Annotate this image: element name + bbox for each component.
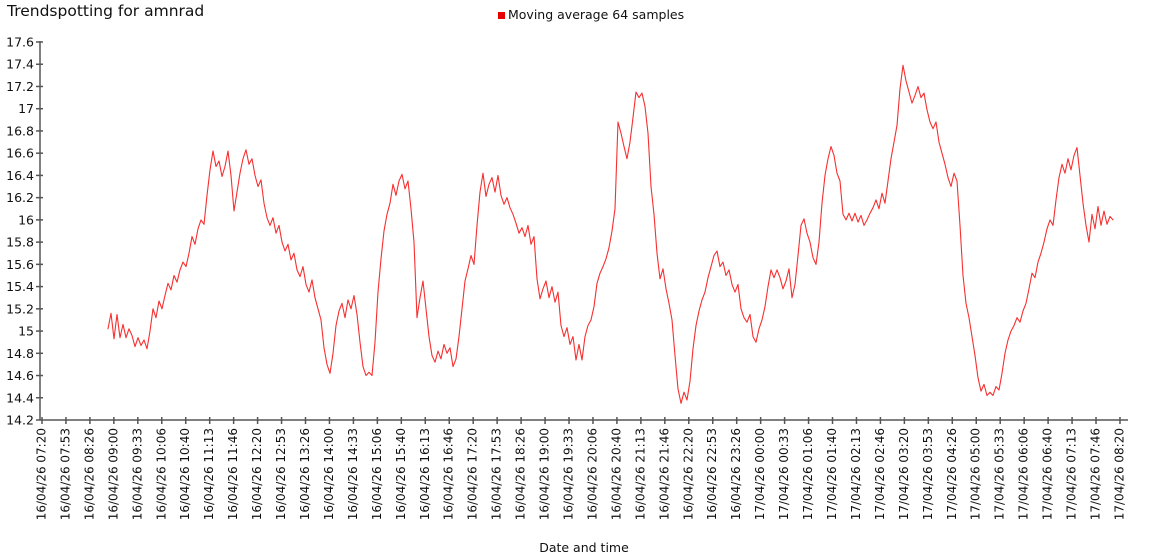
x-tick-label: 16/04/26 22:53 <box>705 428 719 520</box>
x-tick-label: 16/04/26 19:00 <box>538 428 552 520</box>
x-tick-label: 17/04/26 00:00 <box>753 428 767 520</box>
chart-title: Trendspotting for amnrad <box>7 2 205 20</box>
x-tick-label: 17/04/26 06:06 <box>1017 428 1031 520</box>
x-tick-label: 16/04/26 10:06 <box>154 428 168 520</box>
legend-label: Moving average 64 samples <box>508 7 685 22</box>
x-tick-label: 17/04/26 02:13 <box>849 428 863 520</box>
x-tick-label: 16/04/26 14:00 <box>322 428 336 520</box>
x-tick-label: 16/04/26 17:53 <box>490 428 504 520</box>
y-tick-label: 16.4 <box>6 168 34 183</box>
legend: Moving average 64 samples <box>498 7 685 22</box>
y-tick-label: 15.8 <box>6 235 34 250</box>
x-tick-label: 16/04/26 12:53 <box>274 428 288 520</box>
series-line-moving-average <box>107 64 1114 404</box>
x-tick-label: 16/04/26 14:33 <box>346 428 360 520</box>
x-tick-label: 17/04/26 08:20 <box>1112 428 1126 520</box>
x-tick-label: 16/04/26 19:33 <box>562 428 576 520</box>
x-tick-label: 16/04/26 21:46 <box>657 428 671 520</box>
x-tick-label: 17/04/26 03:53 <box>921 428 935 520</box>
y-tick-label: 16.6 <box>6 146 34 161</box>
x-tick-label: 17/04/26 07:13 <box>1065 428 1079 520</box>
y-tick-label: 14.4 <box>6 390 34 405</box>
x-tick-label: 17/04/26 04:26 <box>945 428 959 520</box>
x-tick-label: 17/04/26 06:40 <box>1041 428 1055 520</box>
y-tick-label: 14.2 <box>6 413 34 428</box>
x-tick-label: 17/04/26 01:40 <box>825 428 839 520</box>
y-tick-label: 15 <box>18 324 34 339</box>
x-tick-label: 17/04/26 01:06 <box>801 428 815 520</box>
x-tick-label: 16/04/26 17:20 <box>466 428 480 520</box>
y-tick-label: 15.4 <box>6 279 34 294</box>
x-tick-label: 16/04/26 08:26 <box>82 428 96 520</box>
y-tick-label: 17.4 <box>6 57 34 72</box>
x-tick-label: 16/04/26 22:20 <box>681 428 695 520</box>
y-tick-label: 17 <box>18 101 34 116</box>
x-tick-label: 16/04/26 09:33 <box>130 428 144 520</box>
y-tick-label: 15.6 <box>6 257 34 272</box>
x-tick-label: 17/04/26 07:46 <box>1089 428 1103 520</box>
y-tick-label: 14.8 <box>6 346 34 361</box>
x-tick-label: 16/04/26 21:13 <box>633 428 647 520</box>
x-tick-label: 16/04/26 12:20 <box>250 428 264 520</box>
x-axis-title: Date and time <box>539 540 629 555</box>
x-tick-label: 16/04/26 11:46 <box>226 428 240 520</box>
y-axis-title: amnrad <box>0 192 3 252</box>
x-tick-label: 17/04/26 05:33 <box>993 428 1007 520</box>
x-tick-label: 17/04/26 00:33 <box>777 428 791 520</box>
x-tick-label: 16/04/26 15:40 <box>394 428 408 520</box>
x-tick-label: 16/04/26 13:26 <box>298 428 312 520</box>
x-tick-label: 17/04/26 02:46 <box>873 428 887 520</box>
legend-marker-icon <box>498 11 505 19</box>
x-tick-label: 16/04/26 23:26 <box>729 428 743 520</box>
y-tick-label: 16.2 <box>6 190 34 205</box>
x-tick-label: 16/04/26 20:40 <box>609 428 623 520</box>
x-tick-label: 16/04/26 16:13 <box>418 428 432 520</box>
x-tick-label: 16/04/26 09:00 <box>106 428 120 520</box>
x-tick-label: 16/04/26 10:40 <box>178 428 192 520</box>
x-tick-label: 16/04/26 20:06 <box>585 428 599 520</box>
x-tick-label: 16/04/26 07:53 <box>58 428 72 520</box>
y-tick-label: 16 <box>18 212 34 227</box>
y-tick-label: 17.6 <box>6 35 34 50</box>
x-tick-label: 17/04/26 05:00 <box>969 428 983 520</box>
x-tick-label: 16/04/26 15:06 <box>370 428 384 520</box>
y-tick-label: 14.6 <box>6 368 34 383</box>
x-tick-label: 16/04/26 11:13 <box>202 428 216 520</box>
y-tick-label: 17.2 <box>6 79 34 94</box>
x-tick-label: 17/04/26 03:20 <box>897 428 911 520</box>
x-tick-label: 16/04/26 18:26 <box>514 428 528 520</box>
x-tick-label: 16/04/26 16:46 <box>442 428 456 520</box>
y-tick-label: 15.2 <box>6 301 34 316</box>
x-tick-label: 16/04/26 07:20 <box>35 428 49 520</box>
y-tick-label: 16.8 <box>6 123 34 138</box>
